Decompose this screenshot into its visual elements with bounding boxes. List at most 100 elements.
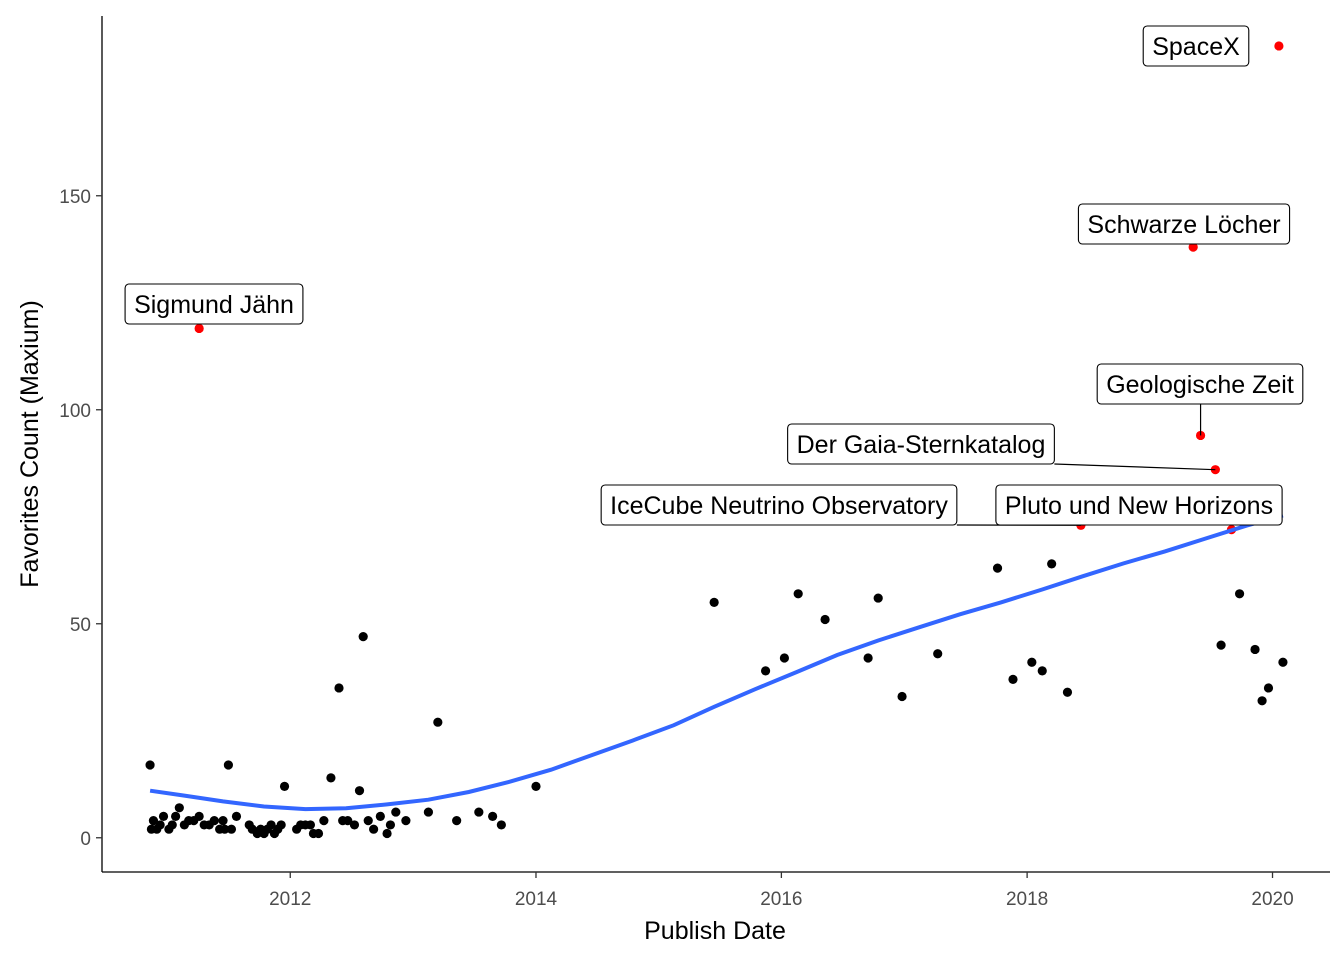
data-point xyxy=(375,811,385,821)
point-label-text: Schwarze Löcher xyxy=(1087,211,1280,239)
data-point xyxy=(1216,640,1226,650)
y-tick-label: 50 xyxy=(70,615,91,636)
point-label-text: IceCube Neutrino Observatory xyxy=(610,492,948,520)
point-label-box xyxy=(124,283,304,325)
highlighted-point xyxy=(194,323,204,334)
point-label-text: Sigmund Jähn xyxy=(134,291,294,319)
data-point xyxy=(171,811,181,821)
data-point xyxy=(349,820,360,830)
point-label-box xyxy=(787,423,1055,465)
data-point xyxy=(385,820,396,830)
data-point xyxy=(279,781,290,792)
data-point xyxy=(220,824,230,834)
data-point xyxy=(354,786,365,796)
data-point xyxy=(793,589,803,599)
data-point xyxy=(401,816,411,826)
point-label-text: Geologische Zeit xyxy=(1106,371,1294,399)
x-axis-title: Publish Date xyxy=(644,917,786,945)
data-point xyxy=(1008,674,1018,685)
data-point xyxy=(496,820,506,830)
data-point xyxy=(158,811,169,821)
y-tick-label: 100 xyxy=(59,401,91,422)
data-point xyxy=(369,824,379,834)
point-label-box xyxy=(600,484,958,526)
x-tick-label: 2018 xyxy=(1006,889,1048,910)
data-point xyxy=(276,820,286,830)
data-point xyxy=(313,828,324,839)
data-point xyxy=(223,760,233,770)
data-point xyxy=(382,828,392,839)
data-point xyxy=(423,807,434,817)
label-leader xyxy=(1054,463,1216,471)
point-labels: Sigmund Jähn SpaceX Schwarze Löcher Geologi… xyxy=(124,25,1304,526)
point-label-box xyxy=(995,484,1283,526)
point-label-text: Der Gaia-Sternkatalog xyxy=(797,431,1046,459)
data-point xyxy=(358,632,368,642)
point-label-text: Pluto und New Horizons xyxy=(1005,492,1273,520)
data-point xyxy=(1250,644,1260,655)
point-label-box xyxy=(1142,25,1250,67)
axis-ticks: 2012 2014 2016 2018 2020 0 50 100 150 xyxy=(59,187,1293,910)
highlighted-point xyxy=(1188,242,1198,252)
data-point xyxy=(174,803,184,813)
point-label-text: SpaceX xyxy=(1152,33,1240,61)
data-point xyxy=(226,824,237,834)
data-point xyxy=(148,816,159,826)
data-point xyxy=(391,807,401,817)
data-point xyxy=(873,593,883,603)
data-point xyxy=(209,816,219,826)
data-point xyxy=(218,816,228,826)
y-tick-label: 0 xyxy=(80,829,91,850)
data-point xyxy=(474,807,484,817)
data-point xyxy=(452,816,462,826)
data-point xyxy=(363,816,373,826)
data-point xyxy=(266,820,276,830)
data-point xyxy=(760,666,771,676)
data-point xyxy=(933,649,943,659)
data-point xyxy=(992,563,1003,573)
data-point xyxy=(779,653,790,663)
data-point xyxy=(1234,589,1245,599)
point-label: Geologische Zeit xyxy=(1096,363,1304,436)
y-tick-label: 150 xyxy=(59,187,91,208)
highlighted-point xyxy=(1274,41,1284,51)
data-point xyxy=(334,683,344,693)
data-point xyxy=(167,820,177,830)
data-point xyxy=(1062,687,1073,697)
data-point xyxy=(1278,657,1288,667)
point-label: IceCube Neutrino Observatory xyxy=(600,484,1081,526)
x-tick-label: 2020 xyxy=(1251,889,1293,910)
data-point xyxy=(194,811,204,821)
point-label: Pluto und New Horizons xyxy=(995,484,1283,526)
data-point xyxy=(343,816,353,826)
data-point xyxy=(709,597,719,607)
point-label: Sigmund Jähn xyxy=(124,283,304,325)
data-points xyxy=(145,41,1288,839)
point-label: Der Gaia-Sternkatalog xyxy=(787,423,1216,471)
data-point xyxy=(319,816,329,826)
data-point xyxy=(155,820,165,830)
data-point xyxy=(1047,559,1057,569)
data-point xyxy=(145,760,155,770)
data-point xyxy=(1027,657,1037,667)
data-point xyxy=(1257,696,1267,706)
data-point xyxy=(897,691,907,702)
data-point xyxy=(231,811,242,821)
data-point xyxy=(1037,666,1047,676)
x-tick-label: 2012 xyxy=(269,889,311,910)
data-point xyxy=(326,773,336,783)
data-point xyxy=(305,820,316,830)
point-label-box xyxy=(1077,203,1291,245)
x-tick-label: 2014 xyxy=(515,889,558,910)
data-point xyxy=(820,614,830,625)
smooth-trend-line xyxy=(149,513,1284,812)
data-point xyxy=(433,717,443,727)
y-axis-title: Favorites Count (Maxium) xyxy=(16,300,44,588)
point-label: Schwarze Löcher xyxy=(1077,203,1291,245)
x-tick-label: 2016 xyxy=(760,889,802,910)
data-point xyxy=(863,653,873,663)
point-label-box xyxy=(1096,363,1304,405)
point-label: SpaceX xyxy=(1142,25,1250,67)
data-point xyxy=(1263,683,1274,693)
data-point xyxy=(531,781,541,792)
